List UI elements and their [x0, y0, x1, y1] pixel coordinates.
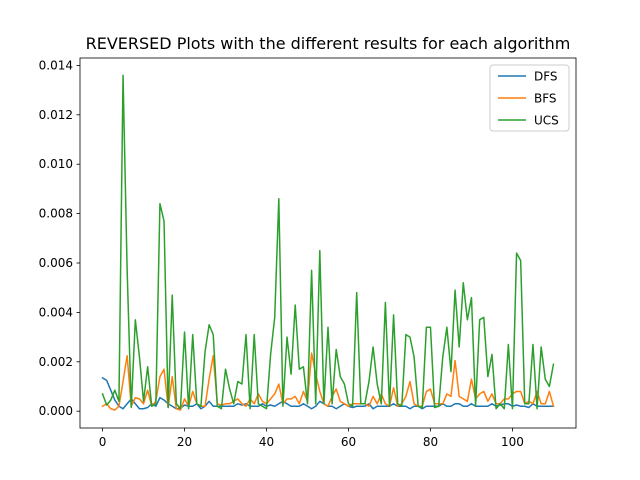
y-tick-label: 0.014	[39, 58, 73, 72]
y-tick-label: 0.002	[39, 355, 73, 369]
y-tick-label: 0.004	[39, 305, 73, 319]
y-tick-label: 0.012	[39, 108, 73, 122]
y-tick-label: 0.000	[39, 404, 73, 418]
x-tick-label: 80	[423, 435, 438, 449]
y-tick-label: 0.006	[39, 256, 73, 270]
x-tick-label: 60	[341, 435, 356, 449]
x-tick-label: 100	[501, 435, 524, 449]
chart-title: REVERSED Plots with the different result…	[86, 34, 571, 53]
y-tick-label: 0.008	[39, 207, 73, 221]
legend-label-dfs: DFS	[534, 70, 558, 84]
x-tick-label: 40	[259, 435, 274, 449]
legend-label-bfs: BFS	[534, 92, 557, 106]
x-tick-label: 0	[99, 435, 107, 449]
legend-label-ucs: UCS	[534, 114, 559, 128]
x-tick-label: 20	[177, 435, 192, 449]
y-tick-label: 0.010	[39, 157, 73, 171]
legend: DFS BFS UCS	[490, 65, 569, 131]
